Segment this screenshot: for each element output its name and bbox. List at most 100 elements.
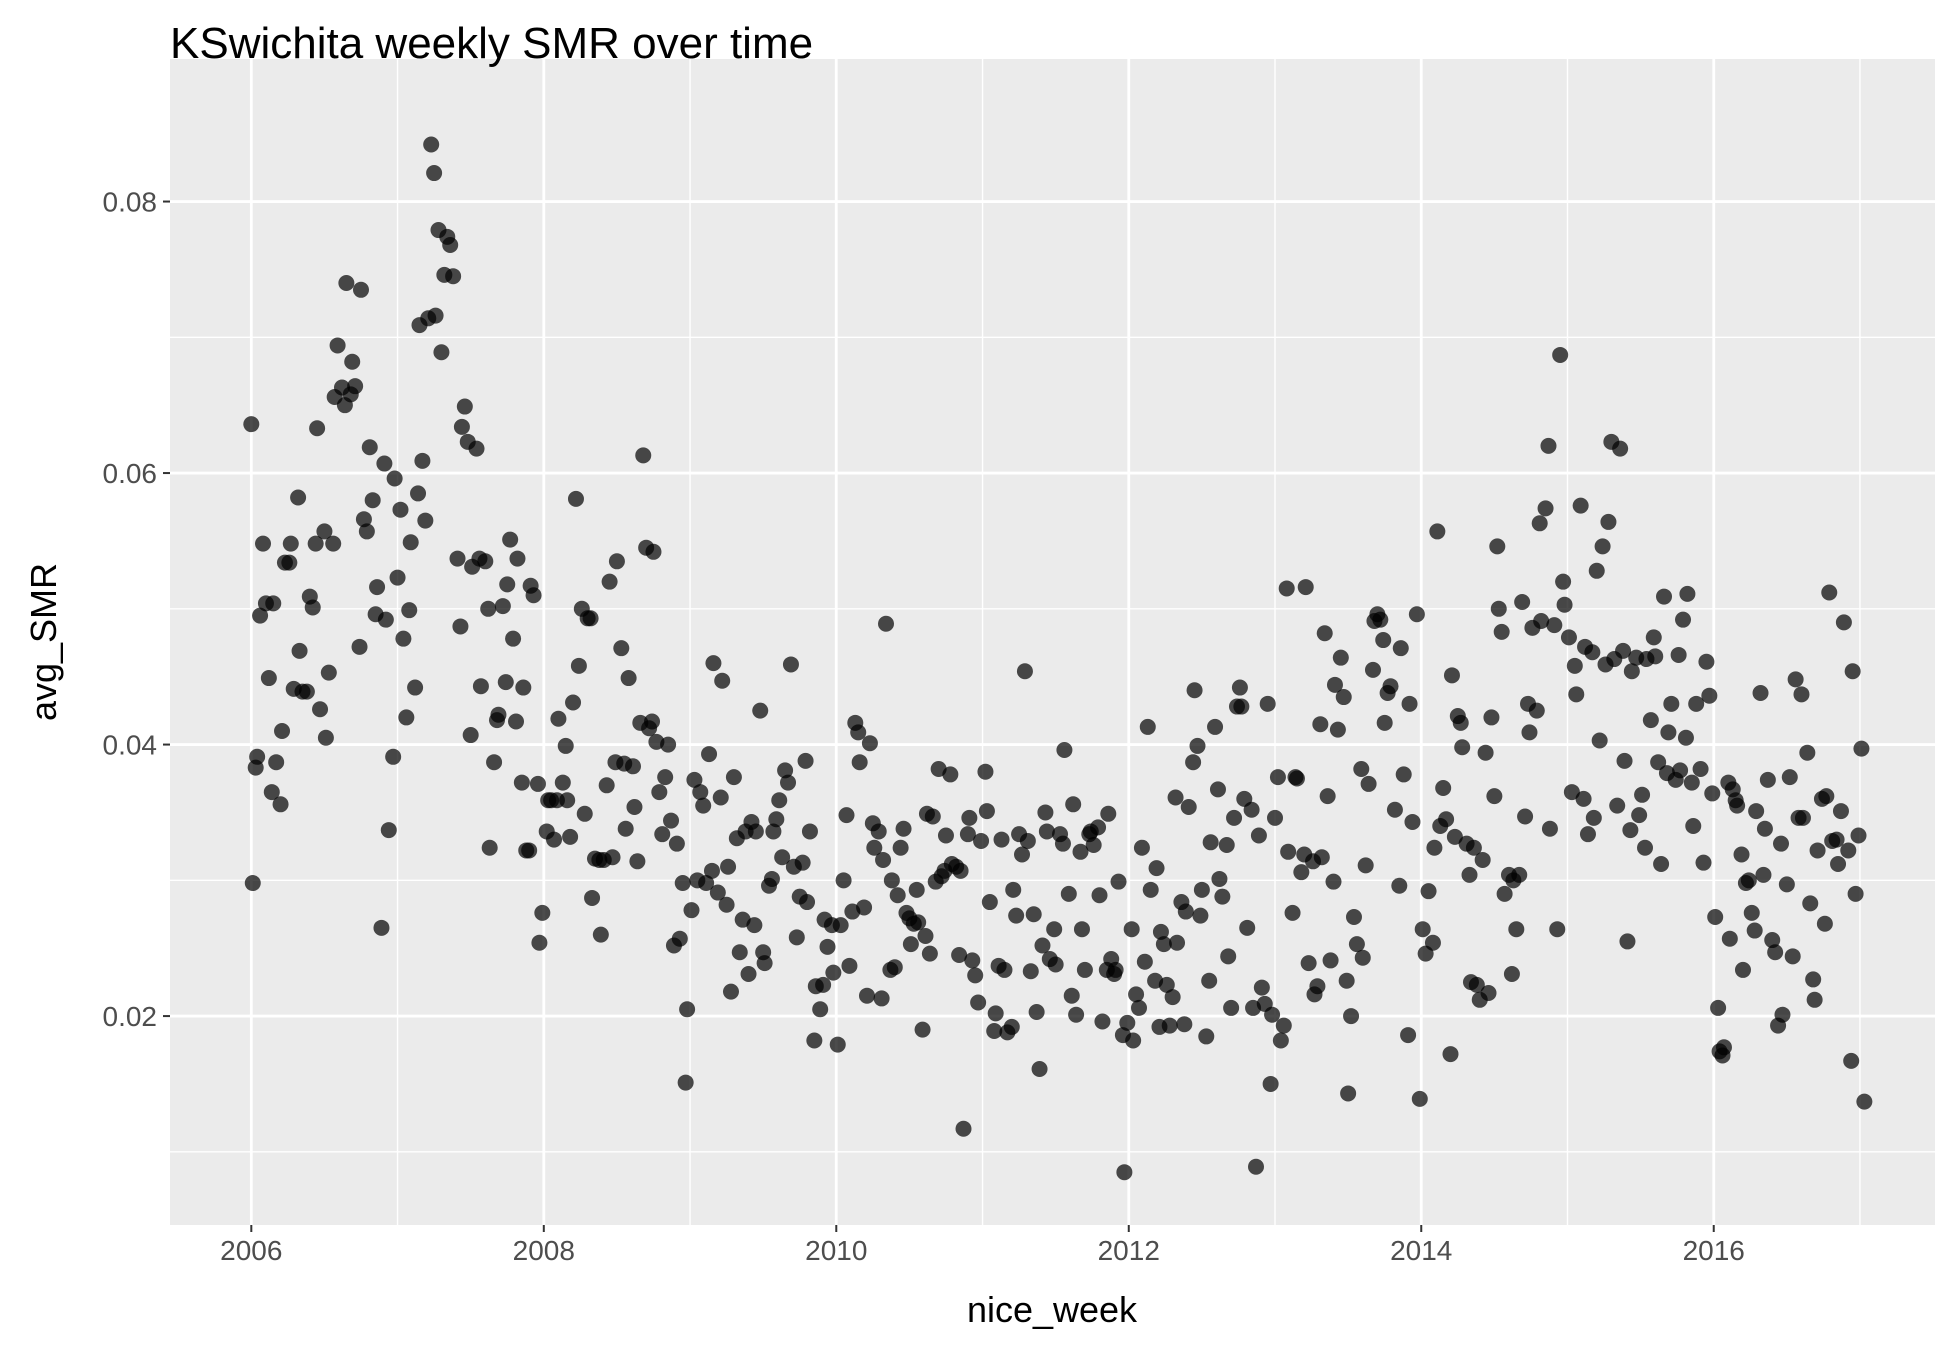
point bbox=[392, 501, 409, 518]
point bbox=[1563, 784, 1580, 801]
point bbox=[1721, 930, 1738, 947]
point bbox=[841, 957, 858, 974]
point bbox=[1656, 588, 1673, 605]
point bbox=[1329, 721, 1346, 738]
point bbox=[369, 579, 386, 596]
point bbox=[709, 884, 726, 901]
point bbox=[1653, 856, 1670, 873]
point bbox=[763, 870, 780, 887]
point bbox=[1675, 611, 1692, 628]
axes: 2006 2008 2010 2012 2014 2016 0.02 0.04 0.06 0.08 bbox=[103, 187, 1745, 1266]
point bbox=[850, 724, 867, 741]
point bbox=[320, 664, 337, 681]
point bbox=[1133, 839, 1150, 856]
point bbox=[1584, 644, 1601, 661]
point bbox=[625, 758, 642, 775]
point bbox=[1794, 809, 1811, 826]
point bbox=[1198, 1028, 1215, 1045]
point bbox=[1068, 1006, 1085, 1023]
point bbox=[1591, 732, 1608, 749]
point bbox=[1031, 1061, 1048, 1078]
point bbox=[1835, 614, 1852, 631]
point bbox=[1161, 1017, 1178, 1034]
point bbox=[509, 550, 526, 567]
point bbox=[1670, 646, 1687, 663]
y-tick-label: 0.08 bbox=[103, 187, 158, 218]
point bbox=[886, 959, 903, 976]
point bbox=[263, 784, 280, 801]
point bbox=[1226, 809, 1243, 826]
point bbox=[554, 774, 571, 791]
point bbox=[1354, 949, 1371, 966]
point bbox=[352, 281, 369, 298]
point bbox=[812, 1001, 829, 1018]
point bbox=[1514, 594, 1531, 611]
point bbox=[1008, 907, 1025, 924]
point bbox=[720, 858, 737, 875]
point bbox=[892, 839, 909, 856]
point bbox=[515, 679, 532, 696]
point bbox=[1540, 437, 1557, 454]
point bbox=[604, 849, 621, 866]
point bbox=[1037, 804, 1054, 821]
point bbox=[347, 378, 364, 395]
point bbox=[1623, 663, 1640, 680]
point bbox=[1300, 955, 1317, 972]
point bbox=[1343, 1008, 1360, 1025]
point bbox=[1677, 729, 1694, 746]
point bbox=[1715, 1039, 1732, 1056]
point bbox=[832, 917, 849, 934]
point bbox=[1799, 744, 1816, 761]
point bbox=[1297, 579, 1314, 596]
point bbox=[731, 944, 748, 961]
point bbox=[494, 598, 511, 615]
point bbox=[1734, 961, 1751, 978]
point bbox=[521, 842, 538, 859]
x-tick-label: 2010 bbox=[805, 1235, 867, 1266]
point bbox=[917, 927, 934, 944]
point bbox=[1660, 724, 1677, 741]
point bbox=[1316, 625, 1333, 642]
point bbox=[1594, 538, 1611, 555]
point bbox=[1650, 754, 1667, 771]
point bbox=[1616, 752, 1633, 769]
point bbox=[878, 615, 895, 632]
point bbox=[1034, 937, 1051, 954]
point bbox=[1250, 827, 1267, 844]
point bbox=[380, 822, 397, 839]
point bbox=[705, 655, 722, 672]
point bbox=[1701, 687, 1718, 704]
point bbox=[626, 799, 643, 816]
point bbox=[1264, 1006, 1281, 1023]
point bbox=[981, 894, 998, 911]
point bbox=[942, 766, 959, 783]
point bbox=[1844, 663, 1861, 680]
point bbox=[986, 1023, 1003, 1040]
point bbox=[433, 344, 450, 361]
point bbox=[1014, 846, 1031, 863]
point bbox=[1781, 769, 1798, 786]
point bbox=[1816, 915, 1833, 932]
point bbox=[961, 809, 978, 826]
point bbox=[978, 803, 995, 820]
point bbox=[799, 894, 816, 911]
point bbox=[1767, 944, 1784, 961]
point bbox=[819, 938, 836, 955]
point bbox=[692, 784, 709, 801]
point bbox=[1016, 663, 1033, 680]
point bbox=[1046, 921, 1063, 938]
point bbox=[355, 511, 372, 528]
point bbox=[695, 797, 712, 814]
point bbox=[747, 823, 764, 840]
x-tick-label: 2012 bbox=[1098, 1235, 1160, 1266]
point bbox=[249, 748, 266, 765]
point bbox=[1060, 885, 1077, 902]
point bbox=[1259, 695, 1276, 712]
point bbox=[1493, 623, 1510, 640]
point bbox=[395, 630, 412, 647]
point bbox=[1280, 843, 1297, 860]
point bbox=[1243, 801, 1260, 818]
point bbox=[663, 812, 680, 829]
point bbox=[1233, 698, 1250, 715]
point bbox=[449, 550, 466, 567]
